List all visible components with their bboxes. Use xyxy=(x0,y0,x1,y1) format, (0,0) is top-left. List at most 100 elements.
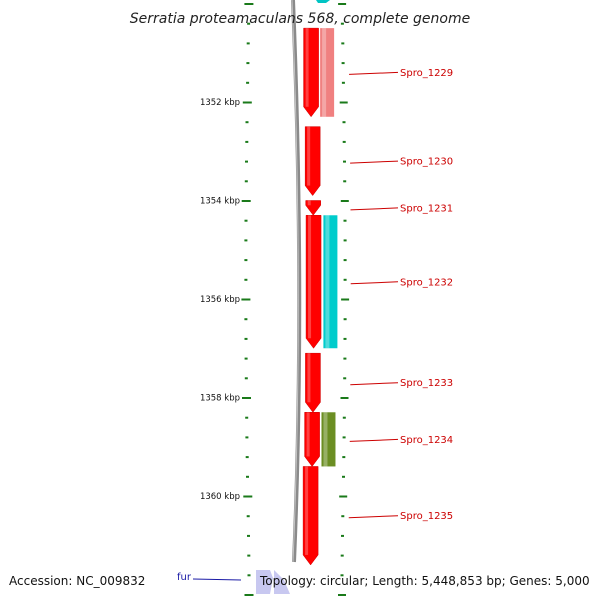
scale-tick xyxy=(342,456,346,459)
gene-feature-layer xyxy=(256,27,322,594)
gene-arrow-shine xyxy=(307,200,311,206)
scale-tick xyxy=(244,318,248,321)
scale-tick xyxy=(241,200,251,202)
scale-tick xyxy=(341,515,345,518)
scale-tick xyxy=(339,101,348,104)
scale-label: 1358 kbp xyxy=(200,394,240,404)
scale-tick xyxy=(339,495,348,498)
scale-tick xyxy=(341,81,345,84)
gene-arrow-shine xyxy=(308,215,312,339)
gene-label-layer: Spro_1229 Spro_1230 Spro_1231 Spro_1232 Spro… xyxy=(177,68,453,583)
scale-tick xyxy=(246,42,250,45)
scale-label: 1356 kbp xyxy=(200,295,240,305)
cog-block[interactable] xyxy=(320,28,335,117)
gene-arrow-forward[interactable] xyxy=(256,570,273,594)
scale-tick xyxy=(247,554,251,557)
scale-tick xyxy=(343,219,347,222)
scale-tick xyxy=(340,574,344,577)
gene-label-leader xyxy=(192,578,242,581)
scale-tick xyxy=(246,475,249,478)
gene-arrow-shine xyxy=(307,353,311,403)
scale-tick xyxy=(343,160,346,163)
backbone-arc xyxy=(291,0,302,563)
gene-label-leader xyxy=(350,382,399,386)
scale-tick xyxy=(338,594,346,596)
scale-tick xyxy=(244,377,248,380)
scale-tick xyxy=(246,81,250,84)
scale-tick xyxy=(340,200,349,202)
cog-feature-layer xyxy=(320,28,338,467)
scale-tick xyxy=(244,594,254,596)
cog-block-shine xyxy=(323,412,328,467)
scale-tick xyxy=(341,298,350,301)
gene-label-leader xyxy=(349,71,399,75)
gene-label[interactable]: fur xyxy=(177,572,192,583)
scale-tick xyxy=(343,278,347,281)
gene-arrow-forward[interactable] xyxy=(274,570,290,594)
scale-tick xyxy=(341,62,345,65)
cog-block[interactable] xyxy=(323,215,338,349)
scale-tick xyxy=(338,3,347,5)
gene-label[interactable]: Spro_1235 xyxy=(400,511,453,522)
scale-tick xyxy=(245,160,248,163)
gene-label[interactable]: Spro_1234 xyxy=(400,435,453,446)
scale-tick xyxy=(245,121,249,124)
scale-tick xyxy=(246,515,250,518)
scale-tick xyxy=(245,140,249,143)
scale-tick xyxy=(242,101,252,104)
scale-tick xyxy=(343,357,347,360)
scale-labels: 1352 kbp 1354 kbp 1356 kbp 1358 kbp 1360 kbp xyxy=(200,98,240,502)
scale-tick xyxy=(242,397,251,399)
scale-tick xyxy=(343,259,347,262)
scale-tick xyxy=(342,416,346,419)
accession-label: Accession: NC_009832 xyxy=(9,574,146,588)
scale-tick xyxy=(343,337,347,340)
cog-block-shine xyxy=(322,28,327,117)
scale-label: 1360 kbp xyxy=(200,492,240,502)
scale-tick xyxy=(244,278,248,281)
scale-tick xyxy=(343,239,347,242)
gene-arrow-shine xyxy=(307,126,311,186)
gene-arrow-shine xyxy=(305,28,309,107)
scale-tick xyxy=(340,22,344,25)
scale-ticks-right xyxy=(338,3,350,596)
map-title: Serratia proteamaculans 568, complete ge… xyxy=(130,11,470,27)
scale-ticks-left xyxy=(241,3,254,596)
cog-block-shine xyxy=(325,215,330,349)
gene-label[interactable]: Spro_1232 xyxy=(400,277,453,288)
scale-tick xyxy=(247,574,251,577)
scale-tick xyxy=(342,436,346,439)
scale-tick xyxy=(244,219,248,222)
cog-block[interactable] xyxy=(321,412,336,467)
gene-label-leader xyxy=(349,438,399,442)
scale-tick xyxy=(343,318,347,321)
scale-tick xyxy=(244,357,248,360)
gene-arrow-shine xyxy=(305,466,309,555)
scale-tick xyxy=(246,62,250,65)
gene-label[interactable]: Spro_1230 xyxy=(400,157,453,168)
gene-label[interactable]: Spro_1229 xyxy=(400,68,453,79)
genome-summary: Topology: circular; Length: 5,448,853 bp… xyxy=(260,574,590,588)
scale-tick xyxy=(342,475,345,478)
scale-tick xyxy=(244,3,254,5)
scale-tick xyxy=(245,436,249,439)
scale-tick xyxy=(244,337,248,340)
scale-label: 1354 kbp xyxy=(200,197,240,207)
scale-tick xyxy=(244,239,248,242)
scale-tick xyxy=(341,42,345,45)
backbone-arc-highlight xyxy=(291,0,299,563)
scale-tick xyxy=(343,180,347,183)
scale-tick xyxy=(340,397,349,399)
scale-tick xyxy=(244,180,248,183)
gene-label-leader xyxy=(350,281,399,285)
scale-tick xyxy=(247,534,250,537)
scale-label: 1352 kbp xyxy=(200,98,240,108)
gene-label[interactable]: Spro_1233 xyxy=(400,378,453,389)
gene-label[interactable]: Spro_1231 xyxy=(400,203,453,214)
scale-tick xyxy=(342,121,346,124)
scale-tick xyxy=(340,554,344,557)
scale-tick xyxy=(245,416,249,419)
gene-label-leader xyxy=(350,207,399,211)
gene-label-leader xyxy=(348,515,399,519)
